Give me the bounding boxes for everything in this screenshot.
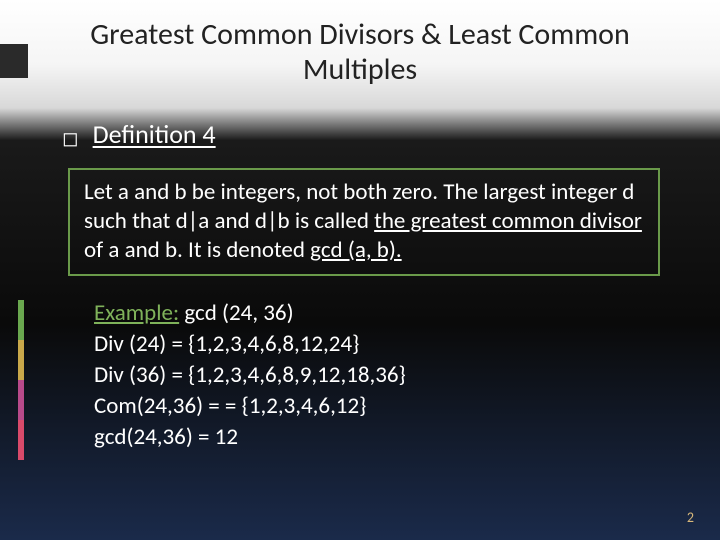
example-block: Example: gcd (24, 36) Div (24) = {1,2,3,… xyxy=(94,298,670,453)
left-tab-decoration xyxy=(0,44,28,78)
def-text-ul2: gcd (a, b). xyxy=(310,236,402,264)
definition-box: Let a and b be integers, not both zero. … xyxy=(68,168,660,276)
slide-title: Greatest Common Divisors & Least Common … xyxy=(40,18,680,87)
example-line-2: Div (36) = {1,2,3,4,6,8,9,12,18,36} xyxy=(94,360,670,391)
page-number: 2 xyxy=(687,509,694,526)
accent-strip xyxy=(18,300,24,460)
example-line-3: Com(24,36) = = {1,2,3,4,6,12} xyxy=(94,391,670,422)
definition-heading: Definition 4 xyxy=(93,118,216,150)
accent-seg-2 xyxy=(18,340,24,380)
example-line-0: Example: gcd (24, 36) xyxy=(94,298,670,329)
definition-heading-row: ◻ Definition 4 xyxy=(62,118,670,150)
accent-seg-1 xyxy=(18,300,24,340)
accent-seg-4 xyxy=(18,420,24,460)
slide: Greatest Common Divisors & Least Common … xyxy=(0,0,720,540)
bullet-icon: ◻ xyxy=(62,129,79,149)
content-area: ◻ Definition 4 Let a and b be integers, … xyxy=(62,118,670,453)
example-label: Example: xyxy=(94,299,179,327)
accent-seg-3 xyxy=(18,380,24,420)
def-text-ul1: the greatest common divisor xyxy=(374,207,642,235)
def-text-mid: of a and b. It is denoted xyxy=(84,236,310,264)
example-line-4: gcd(24,36) = 12 xyxy=(94,422,670,453)
title-area: Greatest Common Divisors & Least Common … xyxy=(40,18,680,87)
definition-text: Let a and b be integers, not both zero. … xyxy=(84,178,642,264)
example-line-0-rest: gcd (24, 36) xyxy=(179,299,293,327)
example-line-1: Div (24) = {1,2,3,4,6,8,12,24} xyxy=(94,329,670,360)
